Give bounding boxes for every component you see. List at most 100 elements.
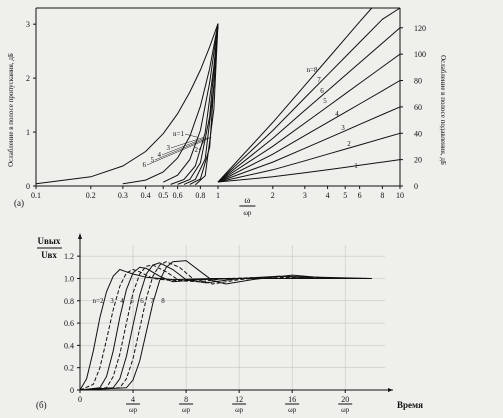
passband-curve-n5 — [177, 23, 219, 185]
x-tick-den: ωр — [288, 406, 297, 414]
passband-leader — [146, 137, 212, 166]
step-curve-n4 — [79, 266, 372, 391]
x-tick-num: 12 — [235, 395, 243, 404]
stopband-label: 5 — [323, 97, 327, 105]
x-axis-arrow — [388, 388, 393, 392]
y-left-tick-label: 0 — [26, 182, 30, 191]
x-tick-num: 8 — [184, 395, 188, 404]
stopband-curve-n8 — [217, 7, 373, 183]
y-right-tick-label: 120 — [414, 24, 426, 33]
step-curve-label: 5 — [130, 297, 134, 305]
y-axis-label-num: Uвых — [38, 236, 61, 246]
step-curve-n7 — [79, 261, 372, 391]
passband-label: 5 — [151, 156, 155, 164]
stopband-label: 1 — [354, 162, 358, 170]
passband-curve-n8 — [194, 23, 219, 186]
passband-curve-n1 — [35, 23, 219, 185]
step-curve-n6 — [79, 262, 372, 391]
x-tick-label: 0.4 — [141, 191, 151, 200]
stopband-curve-n1 — [217, 159, 401, 183]
stopband-label: n=8 — [307, 66, 318, 74]
y-tick-label: 0.2 — [64, 364, 74, 373]
x-tick-label: 2 — [271, 191, 275, 200]
attenuation-chart: 0.1 0.2 0.3 0.4 0.5 0.6 0.8 1 2 3 4 5 6 8 100123020406… — [7, 7, 447, 217]
stopband-curve-n7 — [217, 7, 401, 183]
y-right-tick-label: 80 — [414, 77, 422, 86]
stopband-curve-n5 — [217, 53, 401, 183]
passband-label: 3 — [167, 144, 171, 152]
passband-leader — [154, 137, 209, 161]
step-curve-n2 — [79, 268, 372, 391]
stopband-label: 4 — [335, 110, 339, 118]
x-tick-label: 0.3 — [118, 191, 128, 200]
stopband-label: 6 — [320, 87, 324, 95]
x-tick-label: 0.2 — [86, 191, 96, 200]
y-right-tick-label: 20 — [414, 156, 422, 165]
axis-frame — [35, 8, 400, 187]
passband-curve-n7 — [189, 23, 219, 185]
x-tick-label: 0.8 — [195, 191, 205, 200]
step-curve-label: 4 — [120, 297, 124, 305]
x-tick-den: ωр — [341, 406, 350, 414]
step-curve-label: n=2 — [93, 297, 104, 305]
y-tick-label: 1.0 — [64, 274, 74, 283]
step-curve-label: 8 — [161, 297, 165, 305]
stopband-label: 2 — [347, 140, 351, 148]
x-tick-label: 5 — [343, 191, 347, 200]
y-axis-arrow — [78, 233, 82, 239]
step-curve-n8 — [79, 260, 372, 391]
x-tick-label: 1 — [216, 191, 220, 200]
x-tick-label: 8 — [380, 191, 384, 200]
y-right-tick-label: 0 — [414, 182, 418, 191]
x-axis-label-den: ωр — [243, 209, 252, 217]
passband-label: n=1 — [173, 130, 184, 138]
passband-leader — [170, 137, 204, 149]
panel-label-b: (б) — [36, 400, 47, 410]
x-tick-label: 3 — [303, 191, 307, 200]
y-right-tick-label: 60 — [414, 103, 422, 112]
step-curve-n3 — [79, 268, 372, 391]
stopband-curve-n4 — [217, 80, 401, 183]
passband-label: 6 — [143, 161, 147, 169]
x-tick-num: 20 — [341, 395, 349, 404]
x-tick-den: ωр — [235, 406, 244, 414]
passband-leader — [161, 137, 207, 156]
y-right-axis-label: Ослабление в полосе подавления, дБ — [439, 55, 447, 165]
passband-label: 2 — [195, 146, 199, 154]
y-left-tick-label: 1 — [26, 128, 30, 137]
x-tick-label: 10 — [396, 191, 404, 200]
step-curve-label: 6 — [140, 297, 144, 305]
y-left-tick-label: 3 — [26, 20, 30, 29]
x-tick-label: 0.5 — [158, 191, 168, 200]
passband-label: 4 — [158, 151, 162, 159]
stopband-curve-n3 — [217, 106, 401, 183]
x-tick-label: 4 — [326, 191, 330, 200]
step-curve-label: 3 — [110, 297, 114, 305]
step-curve-label: 7 — [150, 297, 154, 305]
x-tick-den: ωр — [129, 406, 138, 414]
x-tick-num: 4 — [131, 395, 135, 404]
step-response-chart: 0 0.2 0.4 0.6 0.8 1.0 1.2 0 4 ωр 8 ωр 12 ωр 16 ωр 20 ωр Uв… — [36, 233, 423, 414]
passband-leader — [198, 137, 207, 151]
stopband-label: 7 — [317, 76, 321, 84]
y-tick-label: 1.2 — [64, 252, 74, 261]
y-tick-label: 0.8 — [64, 297, 74, 306]
panel-label-a: (a) — [14, 198, 24, 208]
passband-curve-n3 — [162, 23, 219, 183]
x-tick-num: 0 — [78, 395, 82, 404]
passband-leader — [184, 133, 199, 138]
y-left-axis-label: Ослабление в полосе пропускания, дБ — [7, 53, 15, 167]
passband-curve-n2 — [122, 23, 219, 185]
stopband-curve-n2 — [217, 132, 401, 183]
y-right-tick-label: 40 — [414, 129, 422, 138]
x-axis-label: Время — [397, 400, 423, 410]
x-tick-den: ωр — [182, 406, 191, 414]
y-tick-label: 0.4 — [64, 341, 74, 350]
x-axis-label-num: ω — [244, 195, 250, 205]
y-tick-label: 0.6 — [64, 319, 74, 328]
y-axis-label-den: Uвх — [41, 250, 57, 260]
stopband-label: 3 — [341, 124, 345, 132]
x-tick-label: 0.1 — [31, 191, 41, 200]
step-curve-n5 — [79, 264, 372, 391]
